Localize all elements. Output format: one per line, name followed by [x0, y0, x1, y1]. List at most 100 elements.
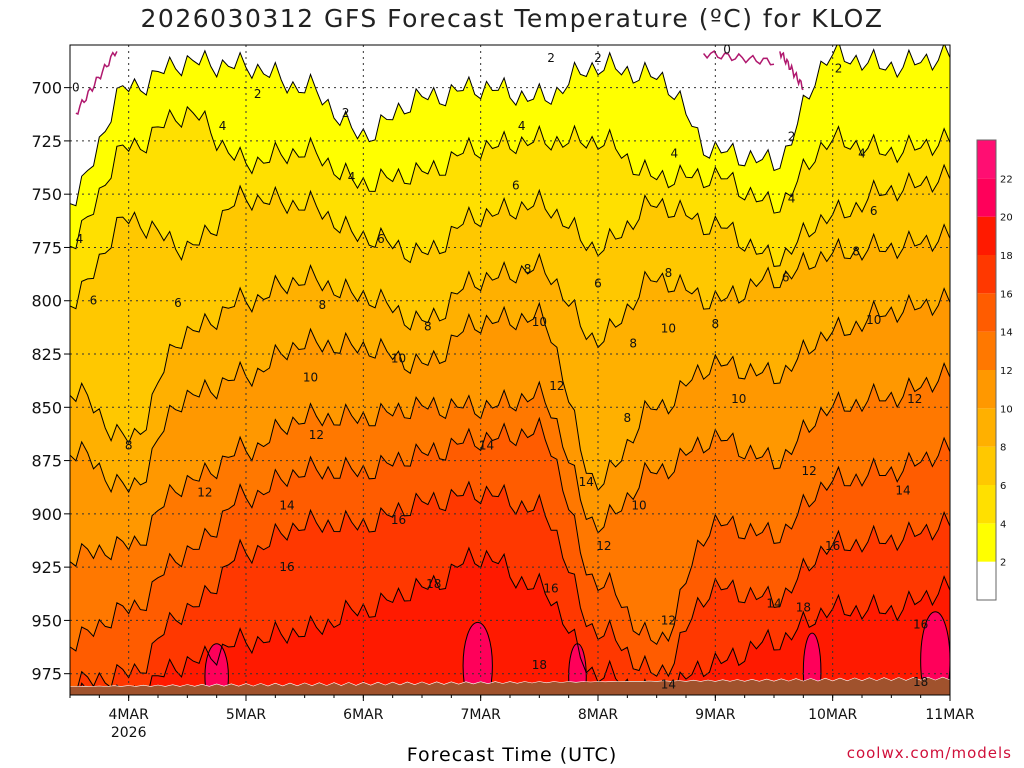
contour-label-53: 16 [543, 581, 558, 595]
band-18c [70, 547, 950, 695]
y-tick-label-775: 775 [31, 238, 62, 257]
colorbar-label-4: 4 [1000, 519, 1006, 530]
contour-label-21: 6 [870, 204, 878, 218]
isotherm-4c [70, 105, 950, 250]
contour-label-41: 12 [596, 539, 611, 553]
contour-label-47: 14 [579, 475, 594, 489]
colorbar-label-20: 20 [1000, 213, 1013, 224]
x-tick-sublabel-4MAR: 2026 [111, 725, 147, 741]
contour-label-6: 2 [788, 130, 796, 144]
contour-label-4: 2 [594, 51, 602, 65]
contour-label-35: 10 [731, 392, 746, 406]
x-tick-label-6MAR: 6MAR [343, 707, 384, 723]
colorbar-swatch-9 [977, 216, 996, 255]
isotherm-18c [78, 546, 950, 695]
source-credit: coolwx.com/models [846, 744, 1012, 762]
contour-label-26: 8 [629, 336, 637, 350]
y-tick-label-925: 925 [31, 558, 62, 577]
contour-label-12: 4 [788, 191, 796, 205]
contour-label-38: 12 [197, 486, 212, 500]
ground-fill [70, 676, 950, 695]
contour-label-18: 6 [512, 179, 520, 193]
contour-label-8: 4 [219, 119, 227, 133]
contour-label-45: 14 [279, 498, 294, 512]
contour-label-24: 8 [424, 319, 432, 333]
y-tick-label-950: 950 [31, 611, 62, 630]
contour-label-23: 8 [318, 298, 326, 312]
contour-label-59: 18 [913, 675, 928, 689]
colorbar-swatch-0 [977, 561, 996, 600]
contour-label-34: 10 [661, 321, 676, 335]
contour-label-29: 8 [712, 317, 720, 331]
warm-core-3 [802, 632, 822, 695]
y-tick-label-825: 825 [31, 345, 62, 364]
isotherm-10c [70, 287, 950, 494]
chart-title: 2026030312 GFS Forecast Temperature (ºC)… [140, 4, 884, 33]
colorbar-label-12: 12 [1000, 366, 1013, 377]
contour-label-37: 10 [866, 313, 881, 327]
freezing-segment-2 [779, 51, 804, 91]
contour-label-31: 10 [303, 370, 318, 384]
contour-label-42: 12 [661, 613, 676, 627]
contour-label-58: 18 [796, 601, 811, 615]
contour-label-25: 8 [524, 262, 532, 276]
freezing-segment-1 [703, 50, 775, 66]
contour-label-36: 10 [631, 498, 646, 512]
colorbar-legend: 2 4 6 8 10 12 14 16 18 20 22 [976, 139, 1013, 601]
contour-label-19: 6 [594, 277, 602, 291]
colorbar-swatch-1 [977, 523, 996, 562]
colorbar-label-10: 10 [1000, 404, 1013, 415]
warm-core-0 [462, 621, 493, 695]
x-tick-label-9MAR: 9MAR [695, 707, 736, 723]
contour-label-52: 16 [391, 513, 406, 527]
contour-label-27: 8 [624, 411, 632, 425]
contour-label-22: 8 [125, 439, 133, 453]
y-tick-label-850: 850 [31, 398, 62, 417]
y-axis: 700 725 750 775 800 825 850 875 900 925 950 975 [31, 79, 70, 684]
contour-label-13: 4 [858, 147, 866, 161]
colorbar-label-18: 18 [1000, 251, 1013, 262]
contour-label-40: 12 [549, 379, 564, 393]
isotherm-8c [70, 223, 950, 445]
contour-label-54: 16 [825, 539, 840, 553]
x-tick-label-8MAR: 8MAR [578, 707, 619, 723]
contour-label-10: 4 [518, 119, 526, 133]
y-tick-label-875: 875 [31, 452, 62, 471]
temperature-bands [70, 45, 950, 695]
grid-lines [70, 45, 950, 695]
colorbar-swatch-7 [977, 293, 996, 332]
contour-label-16: 6 [174, 296, 182, 310]
contour-label-0: 0 [72, 81, 80, 95]
warm-core-2 [568, 643, 587, 695]
contour-label-57: 18 [532, 658, 547, 672]
contour-label-17: 6 [377, 232, 385, 246]
isotherm-14c [70, 416, 950, 652]
contour-label-15: 6 [90, 294, 98, 308]
contour-label-55: 16 [913, 618, 928, 632]
colorbar-swatch-2 [977, 485, 996, 524]
colorbar-swatch-8 [977, 255, 996, 294]
contour-label-50: 14 [895, 483, 910, 497]
contour-label-11: 4 [670, 147, 678, 161]
contour-label-49: 14 [766, 596, 781, 610]
contour-label-1: 2 [254, 87, 262, 101]
isotherm-2c [70, 45, 950, 207]
colorbar-swatch-11 [977, 140, 996, 179]
contour-label-9: 4 [348, 170, 356, 184]
y-tick-label-900: 900 [31, 505, 62, 524]
colorbar-frame [976, 139, 997, 601]
contour-label-7: 2 [835, 61, 843, 75]
freezing-line [75, 50, 804, 116]
colorbar-label-14: 14 [1000, 328, 1013, 339]
colorbar-label-6: 6 [1000, 481, 1006, 492]
x-axis-title: Forecast Time (UTC) [406, 744, 618, 766]
y-tick-label-800: 800 [31, 292, 62, 311]
contour-label-39: 12 [309, 428, 324, 442]
contour-label-20: 6 [782, 270, 790, 284]
contour-label-3: 2 [547, 51, 555, 65]
colorbar-label-16: 16 [1000, 289, 1013, 300]
warm-core-1 [204, 643, 229, 695]
colorbar-label-8: 8 [1000, 443, 1006, 454]
contour-label-43: 12 [802, 464, 817, 478]
